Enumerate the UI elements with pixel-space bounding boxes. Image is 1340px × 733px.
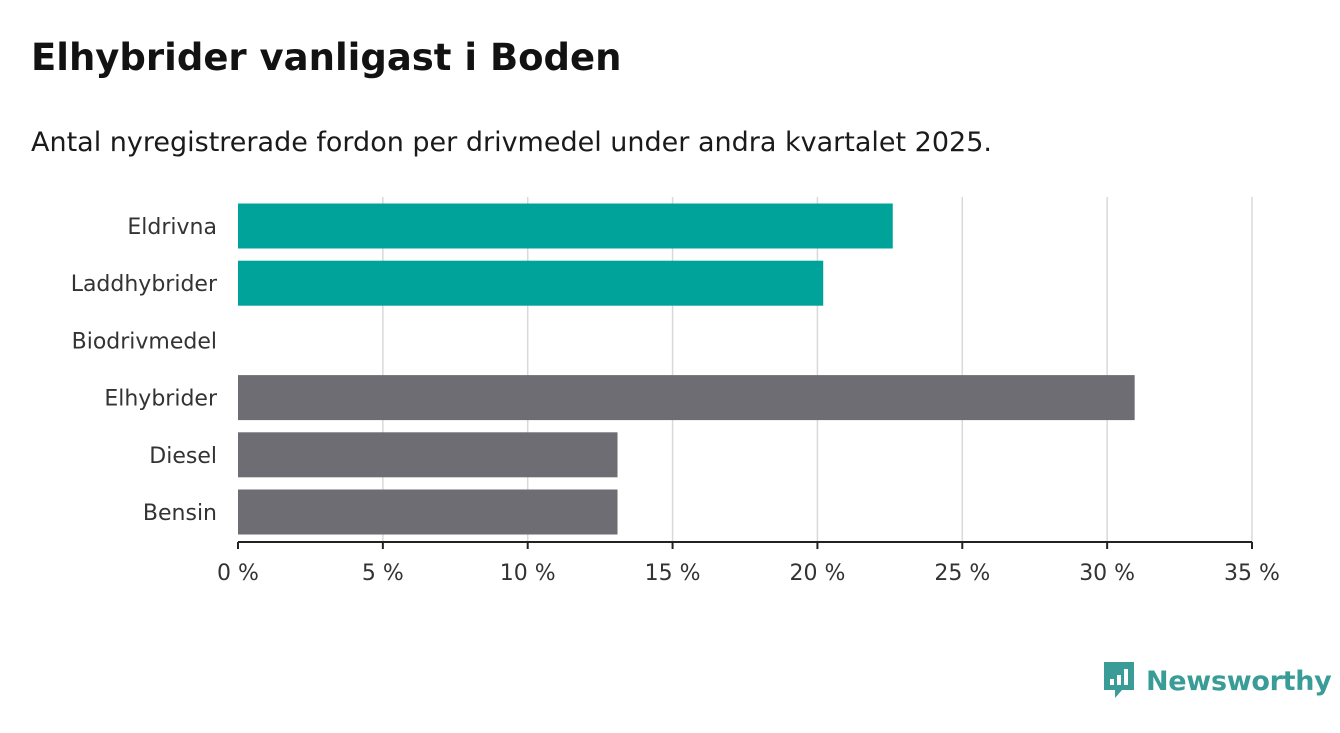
x-tick-label: 0 % [217, 561, 259, 586]
bar-eldrivna [238, 203, 893, 249]
x-tick-label: 20 % [789, 561, 845, 586]
category-label: Eldrivna [127, 215, 217, 240]
x-tick-label: 25 % [934, 561, 990, 586]
brand-name: Newsworthy [1146, 665, 1332, 697]
bar-chart-speech-bubble-icon [1104, 662, 1134, 698]
chart-title: Elhybrider vanligast i Boden [31, 36, 622, 79]
bars [238, 203, 1135, 535]
category-label: Bensin [143, 501, 217, 526]
category-label: Biodrivmedel [72, 329, 217, 354]
category-label: Elhybrider [104, 387, 218, 412]
x-tick-label: 15 % [645, 561, 701, 586]
x-tick-label: 10 % [500, 561, 556, 586]
x-tick-label: 30 % [1079, 561, 1135, 586]
bar-bensin [238, 489, 618, 535]
category-label: Diesel [149, 444, 217, 469]
chart-subtitle: Antal nyregistrerade fordon per drivmede… [31, 127, 992, 158]
category-label: Laddhybrider [71, 272, 218, 297]
x-tick-label: 35 % [1224, 561, 1280, 586]
bar-elhybrider [238, 375, 1135, 421]
bar-laddhybrider [238, 260, 824, 306]
bar-chart: 0 % 5 % 10 % 15 % 20 % 25 % 30 % 35 % Eldrivna L… [71, 197, 1280, 586]
category-labels: Eldrivna Laddhybrider Biodrivmedel Elhybrid… [71, 215, 218, 526]
newsworthy-brand: Newsworthy [1102, 660, 1332, 702]
x-tick-label: 5 % [362, 561, 404, 586]
x-axis: 0 % 5 % 10 % 15 % 20 % 25 % 30 % 35 % [217, 541, 1280, 586]
gridlines [382, 197, 1253, 542]
bar-diesel [238, 432, 618, 478]
